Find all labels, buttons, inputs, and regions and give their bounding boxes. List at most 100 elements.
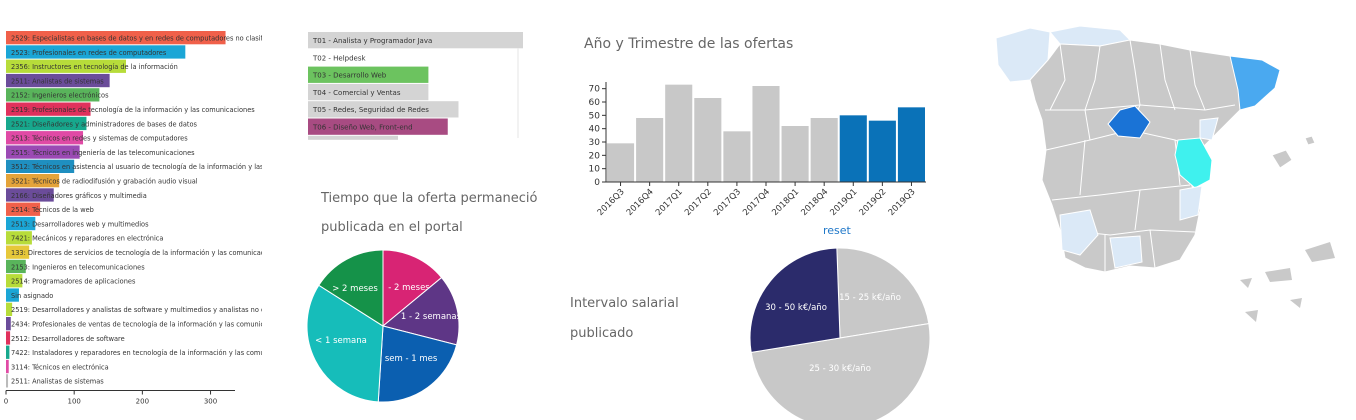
job-type-bar[interactable] xyxy=(308,118,448,135)
quarter-bar[interactable] xyxy=(810,118,838,182)
occupation-bar[interactable] xyxy=(6,45,186,59)
occupation-bar-label: 3521: Técnicos de radiodifusión y grabac… xyxy=(11,178,198,186)
pie-slice[interactable] xyxy=(381,276,460,346)
pie-slice-label: > 2 meses xyxy=(332,284,378,294)
pie-slice[interactable] xyxy=(382,249,443,328)
salary-pie-title: Intervalo salarial publicado xyxy=(570,289,679,349)
occupation-bar[interactable] xyxy=(6,174,60,188)
job-type-bar[interactable] xyxy=(308,32,523,49)
quarter-bar[interactable] xyxy=(665,84,693,182)
job-type-bar-label: T05 - Redes, Seguridad de Redes xyxy=(312,106,429,114)
occupation-bar-label: 2513: Desarrolladores web y multimedios xyxy=(11,220,149,228)
job-type-extra-bar xyxy=(308,135,398,140)
pie-slice[interactable] xyxy=(377,325,458,403)
occupation-bar-label: 3512: Técnicos en asistencia al usuario … xyxy=(11,163,270,171)
map-region-catalonia[interactable] xyxy=(1229,55,1281,111)
quarter-bar[interactable] xyxy=(694,98,722,182)
quarter-bar[interactable] xyxy=(781,126,809,182)
quarter-y-tick-label: 10 xyxy=(589,165,601,175)
occupation-bar-label: 2523: Profesionales en redes de computad… xyxy=(11,49,167,57)
quarter-bar[interactable] xyxy=(636,118,664,182)
occupation-bar-label: 7422: Instaladores y reparadores en tecn… xyxy=(11,349,270,357)
occupation-tick-label: 0 xyxy=(4,398,8,406)
occupation-bar[interactable] xyxy=(6,216,36,231)
map-region-castellon[interactable] xyxy=(1199,117,1219,141)
job-type-bar-label: T06 - Diseño Web, Front-end xyxy=(312,124,413,132)
pie-slice-label: 25 - 30 k€/año xyxy=(809,364,871,374)
occupation-bar[interactable] xyxy=(6,345,10,359)
occupation-tick-label: 300 xyxy=(204,398,217,406)
quarter-bar[interactable] xyxy=(897,107,925,182)
occupation-bar-label: 2514: Programadores de aplicaciones xyxy=(11,278,136,286)
occupation-bar-label: 2519: Desarrolladores y analistas de sof… xyxy=(11,306,270,314)
pie-slice[interactable] xyxy=(749,247,841,353)
job-type-bar[interactable] xyxy=(308,83,429,101)
pie-slice[interactable] xyxy=(836,247,930,339)
map-region-balearic[interactable] xyxy=(1271,135,1316,169)
occupation-bar[interactable] xyxy=(6,31,226,45)
quarter-bar[interactable] xyxy=(839,115,867,182)
quarter-bar-chart: 0102030405060702016Q32016Q42017Q12017Q22… xyxy=(589,82,926,218)
pie-slice[interactable] xyxy=(318,249,384,327)
job-type-bar[interactable] xyxy=(308,66,429,83)
occupation-bar[interactable] xyxy=(6,59,126,73)
occupation-bar-label: 2514: Técnicos de la web xyxy=(11,206,94,214)
occupation-bar-label: 2511: Analistas de sistemas xyxy=(11,378,104,386)
map-region-south[interactable] xyxy=(1109,235,1143,269)
time-pie-title-line1: Tiempo que la oferta permaneció xyxy=(321,191,538,206)
job-type-bar-label: T01 - Analista y Programador Java xyxy=(312,37,432,45)
occupation-bar[interactable] xyxy=(6,374,9,388)
quarter-bar[interactable] xyxy=(868,120,896,182)
job-type-bar-label: T04 - Comercial y Ventas xyxy=(312,89,401,97)
quarter-x-tick-label: 2017Q2 xyxy=(683,187,714,218)
pie-slice-label: 1 - 2 semanas xyxy=(401,312,462,322)
quarter-bar[interactable] xyxy=(723,131,751,182)
occupation-bar[interactable] xyxy=(6,302,13,316)
salary-pie-title-line1: Intervalo salarial xyxy=(570,296,679,311)
occupation-bar[interactable] xyxy=(6,116,87,131)
occupation-bar[interactable] xyxy=(6,159,75,173)
occupation-bar[interactable] xyxy=(6,259,26,274)
occupation-bar[interactable] xyxy=(6,317,11,331)
pie-slice-label: < 1 semana xyxy=(315,336,367,346)
pie-slice[interactable] xyxy=(750,323,931,420)
occupation-bar[interactable] xyxy=(6,245,30,259)
occupation-bar[interactable] xyxy=(6,145,80,159)
occupation-bar[interactable] xyxy=(6,359,9,374)
occupation-bar[interactable] xyxy=(6,102,91,116)
occupation-bar-label: 2153: Ingenieros en telecomunicaciones xyxy=(11,263,145,271)
occupation-bar[interactable] xyxy=(6,202,41,216)
occupation-bar[interactable] xyxy=(6,188,54,202)
occupation-bar-label: 2434: Profesionales de ventas de tecnolo… xyxy=(11,321,270,329)
occupation-bar[interactable] xyxy=(6,288,19,302)
map-region-south-west[interactable] xyxy=(1059,209,1099,256)
quarter-x-tick-label: 2019Q3 xyxy=(887,187,918,218)
quarter-y-tick-label: 30 xyxy=(589,138,601,148)
occupation-tick-label: 200 xyxy=(136,398,149,406)
job-type-bar[interactable] xyxy=(308,49,517,66)
quarter-y-tick-label: 40 xyxy=(589,125,601,135)
time-pie-chart: - 2 meses 1 - 2 semanas 2 sem - 1 mes < 1 s… xyxy=(306,249,462,403)
occupation-bar[interactable] xyxy=(6,88,100,102)
occupation-bar-label: Sin asignado xyxy=(11,292,53,300)
occupation-bar[interactable] xyxy=(6,231,32,245)
map-region-alicante[interactable] xyxy=(1179,185,1203,221)
job-type-bar[interactable] xyxy=(308,101,459,118)
occupation-bar-label: 7421: Mecánicos y reparadores en electró… xyxy=(11,235,163,243)
map-region-canary[interactable] xyxy=(1240,242,1335,322)
map-region-madrid[interactable] xyxy=(1107,105,1151,139)
occupation-bar-label: 2529: Especialistas en bases de datos y … xyxy=(11,35,270,43)
occupation-bar[interactable] xyxy=(6,73,110,88)
quarter-x-tick-label: 2016Q3 xyxy=(596,187,627,218)
occupation-bar[interactable] xyxy=(6,274,23,288)
quarter-chart-title: Año y Trimestre de las ofertas xyxy=(584,36,794,52)
quarter-bar[interactable] xyxy=(752,86,780,182)
occupation-bar[interactable] xyxy=(6,331,11,345)
quarter-x-tick-label: 2018Q4 xyxy=(799,187,830,218)
occupation-bar-label: 2356: Instructores en tecnología de la i… xyxy=(11,63,178,71)
occupation-bar[interactable] xyxy=(6,131,84,145)
quarter-y-tick-label: 50 xyxy=(589,111,601,121)
map-region-valencia[interactable] xyxy=(1174,137,1213,189)
reset-link[interactable]: reset xyxy=(823,224,851,237)
quarter-bar[interactable] xyxy=(607,143,635,182)
